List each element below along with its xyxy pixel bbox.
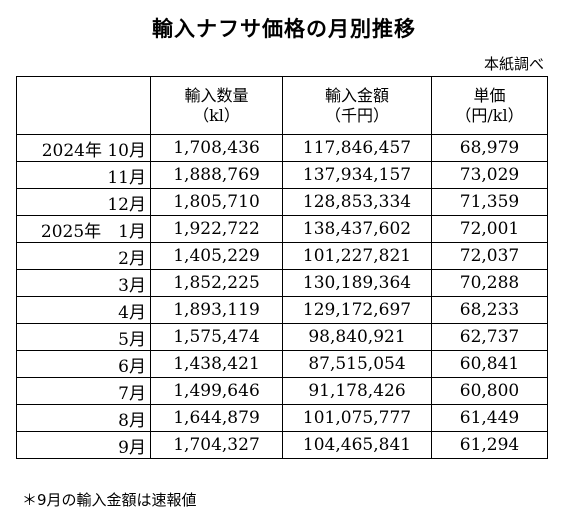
amount-cell: 117,846,457 <box>282 134 432 162</box>
amount-cell: 138,437,602 <box>282 215 432 243</box>
quantity-cell: 1,852,225 <box>150 269 283 297</box>
header-amount: 輸入金額 （千円） <box>282 76 432 135</box>
header-amount-label: 輸入金額 <box>324 85 389 105</box>
table-row: 4月 1,893,119 129,172,697 68,233 <box>16 296 548 324</box>
quantity-cell: 1,575,474 <box>150 323 283 351</box>
quantity-cell: 1,708,436 <box>150 134 283 162</box>
header-period <box>16 76 151 135</box>
table-row: 2024年 10月 1,708,436 117,846,457 68,979 <box>16 134 548 162</box>
unit-price-cell: 71,359 <box>431 188 548 216</box>
amount-cell: 98,840,921 <box>282 323 432 351</box>
amount-cell: 101,075,777 <box>282 404 432 432</box>
quantity-cell: 1,499,646 <box>150 377 283 405</box>
unit-price-cell: 62,737 <box>431 323 548 351</box>
period-cell: 2月 <box>16 242 151 270</box>
table-body: 2024年 10月 1,708,436 117,846,457 68,979 11月 1,… <box>16 134 548 459</box>
quantity-cell: 1,888,769 <box>150 161 283 189</box>
table-row: 2025年 1月 1,922,722 138,437,602 72,001 <box>16 215 548 243</box>
period-cell: 4月 <box>16 296 151 324</box>
unit-price-cell: 60,800 <box>431 377 548 405</box>
header-unit-price-label: 単価 <box>473 85 506 105</box>
period-cell: 6月 <box>16 350 151 378</box>
quantity-cell: 1,704,327 <box>150 431 283 459</box>
quantity-cell: 1,805,710 <box>150 188 283 216</box>
table-row: 11月 1,888,769 137,934,157 73,029 <box>16 161 548 189</box>
header-unit-price-unit: （円/kl） <box>455 105 524 125</box>
page-title: 輸入ナフサ価格の月別推移 <box>152 17 416 41</box>
header-quantity-label: 輸入数量 <box>184 85 249 105</box>
unit-price-cell: 68,979 <box>431 134 548 162</box>
period-cell: 2025年 1月 <box>16 215 151 243</box>
table-row: 12月 1,805,710 128,853,334 71,359 <box>16 188 548 216</box>
amount-cell: 91,178,426 <box>282 377 432 405</box>
period-cell: 3月 <box>16 269 151 297</box>
source-label: 本紙調べ <box>483 55 544 73</box>
unit-price-cell: 73,029 <box>431 161 548 189</box>
period-cell: 9月 <box>16 431 151 459</box>
amount-cell: 104,465,841 <box>282 431 432 459</box>
header-amount-unit: （千円） <box>324 105 389 125</box>
table-row: 5月 1,575,474 98,840,921 62,737 <box>16 323 548 351</box>
amount-cell: 128,853,334 <box>282 188 432 216</box>
amount-cell: 137,934,157 <box>282 161 432 189</box>
unit-price-cell: 60,841 <box>431 350 548 378</box>
footnote: ＊9月の輸入金額は速報値 <box>22 491 197 509</box>
header-quantity: 輸入数量 （kl） <box>150 76 283 135</box>
table-row: 9月 1,704,327 104,465,841 61,294 <box>16 431 548 459</box>
period-cell: 8月 <box>16 404 151 432</box>
table-header-row: 輸入数量 （kl） 輸入金額 （千円） 単価 （円/kl） <box>16 76 548 135</box>
amount-cell: 101,227,821 <box>282 242 432 270</box>
table-row: 7月 1,499,646 91,178,426 60,800 <box>16 377 548 405</box>
period-cell: 12月 <box>16 188 151 216</box>
table-row: 6月 1,438,421 87,515,054 60,841 <box>16 350 548 378</box>
header-quantity-unit: （kl） <box>193 105 240 125</box>
unit-price-cell: 61,449 <box>431 404 548 432</box>
table-row: 8月 1,644,879 101,075,777 61,449 <box>16 404 548 432</box>
quantity-cell: 1,644,879 <box>150 404 283 432</box>
period-cell: 7月 <box>16 377 151 405</box>
unit-price-cell: 68,233 <box>431 296 548 324</box>
amount-cell: 130,189,364 <box>282 269 432 297</box>
quantity-cell: 1,893,119 <box>150 296 283 324</box>
period-cell: 2024年 10月 <box>16 134 151 162</box>
unit-price-cell: 70,288 <box>431 269 548 297</box>
quantity-cell: 1,405,229 <box>150 242 283 270</box>
header-unit-price: 単価 （円/kl） <box>431 76 548 135</box>
quantity-cell: 1,438,421 <box>150 350 283 378</box>
amount-cell: 129,172,697 <box>282 296 432 324</box>
unit-price-cell: 61,294 <box>431 431 548 459</box>
unit-price-cell: 72,037 <box>431 242 548 270</box>
table-row: 2月 1,405,229 101,227,821 72,037 <box>16 242 548 270</box>
amount-cell: 87,515,054 <box>282 350 432 378</box>
quantity-cell: 1,922,722 <box>150 215 283 243</box>
naphtha-import-table: 輸入数量 （kl） 輸入金額 （千円） 単価 （円/kl） 2024年 10月 1… <box>16 76 548 459</box>
period-cell: 11月 <box>16 161 151 189</box>
period-cell: 5月 <box>16 323 151 351</box>
table-row: 3月 1,852,225 130,189,364 70,288 <box>16 269 548 297</box>
unit-price-cell: 72,001 <box>431 215 548 243</box>
